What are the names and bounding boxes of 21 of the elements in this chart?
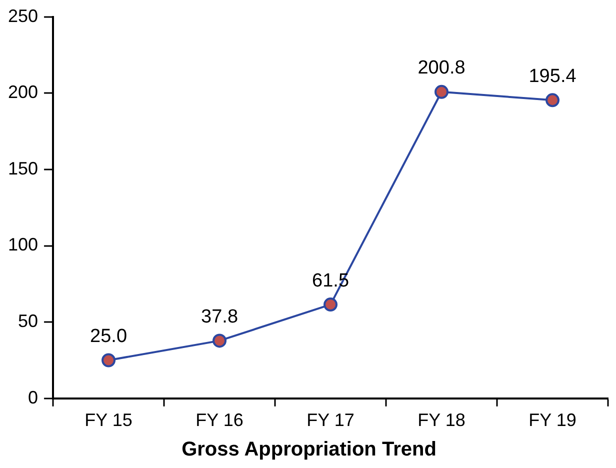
y-tick-label: 100 bbox=[8, 234, 38, 255]
x-tick-label: FY 17 bbox=[306, 410, 354, 430]
x-tick-label: FY 18 bbox=[418, 410, 466, 430]
point bbox=[434, 84, 449, 99]
point bbox=[324, 298, 338, 312]
data-label: 25.0 bbox=[90, 326, 128, 347]
point bbox=[546, 93, 560, 108]
x-tick-label: FY 15 bbox=[84, 410, 132, 430]
y-tick-label: 250 bbox=[8, 6, 38, 26]
y-tick-label: 0 bbox=[28, 387, 38, 408]
point bbox=[102, 353, 116, 368]
data-label: 195.4 bbox=[528, 66, 577, 87]
text: Gross Appropriation Trend bbox=[182, 438, 436, 461]
x-tick-label: FY 19 bbox=[528, 410, 576, 430]
x-tick-label: FY 16 bbox=[196, 410, 244, 430]
data-label: 37.8 bbox=[201, 306, 238, 328]
point bbox=[212, 334, 227, 348]
y-tick-label: 50 bbox=[18, 311, 38, 332]
y-tick-label: 200 bbox=[8, 82, 38, 102]
y-tick-label: 150 bbox=[8, 158, 38, 178]
data-label: 200.8 bbox=[418, 58, 466, 79]
